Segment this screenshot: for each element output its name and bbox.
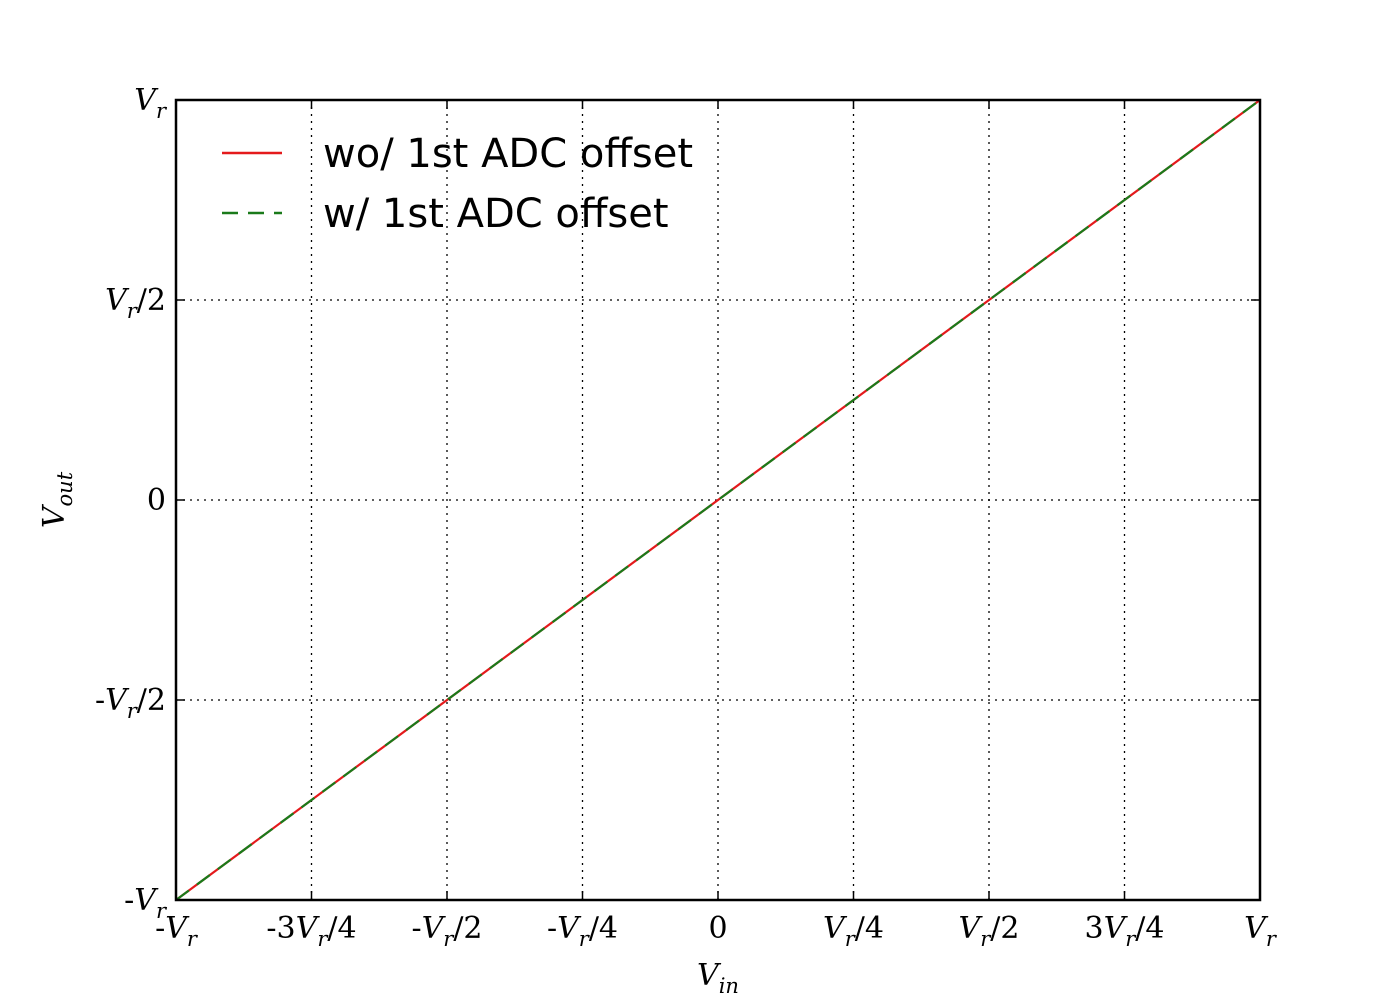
y-tick-label-base: V bbox=[105, 283, 130, 318]
x-tick-label: -Vr/4 bbox=[547, 911, 618, 951]
tick-layer: -Vr -3Vr/4 -Vr/2 -Vr/4 0 Vr/4 Vr/2 3Vr/4 Vr-Vr-V… bbox=[95, 83, 1278, 951]
x-tick-label-base: V bbox=[959, 911, 984, 946]
x-tick-label-sub: r bbox=[1125, 927, 1137, 951]
x-tick-label-post: /4 bbox=[855, 911, 884, 946]
y-tick-label-post: /2 bbox=[137, 683, 166, 718]
x-tick-label: 3Vr/4 bbox=[1084, 911, 1164, 951]
x-tick-label-sub: r bbox=[980, 927, 992, 951]
x-tick-label-base: V bbox=[1244, 911, 1269, 946]
series-layer bbox=[175, 99, 1261, 901]
x-tick-label-base: V bbox=[1104, 911, 1129, 946]
y-tick-label-pre: 0 bbox=[147, 483, 166, 518]
x-tick-label: -3Vr/4 bbox=[266, 911, 356, 951]
x-tick-label-sub: r bbox=[579, 927, 591, 951]
y-tick-label: -Vr bbox=[124, 883, 168, 923]
x-tick-label: Vr/4 bbox=[823, 911, 884, 951]
x-tick-label: -Vr/2 bbox=[411, 911, 482, 951]
x-tick-label-pre: -3 bbox=[266, 911, 295, 946]
y-tick-label: -Vr/2 bbox=[95, 683, 166, 723]
y-tick-label-base: V bbox=[134, 883, 159, 918]
x-tick-label-post: /2 bbox=[453, 911, 482, 946]
x-tick-label-base: V bbox=[296, 911, 321, 946]
x-tick-label-base: V bbox=[557, 911, 582, 946]
x-tick-label-base: V bbox=[422, 911, 447, 946]
x-tick-label: Vr bbox=[1244, 911, 1278, 951]
y-tick-label-sub: r bbox=[156, 99, 168, 123]
y-tick-label-sub: r bbox=[127, 299, 139, 323]
y-tick-label-sub: r bbox=[127, 699, 139, 723]
x-tick-label-pre: 3 bbox=[1084, 911, 1103, 946]
legend-label-1: wo/ 1st ADC offset bbox=[323, 131, 693, 177]
x-tick-label: 0 bbox=[708, 911, 727, 946]
y-tick-label: Vr bbox=[134, 83, 168, 123]
x-axis-label: Vin bbox=[697, 958, 739, 998]
x-tick-label-base: V bbox=[165, 911, 190, 946]
x-tick-label-sub: r bbox=[845, 927, 857, 951]
y-tick-label-base: V bbox=[134, 83, 159, 118]
y-tick-label: 0 bbox=[147, 483, 166, 518]
x-tick-label-post: /4 bbox=[589, 911, 618, 946]
grid-layer bbox=[176, 100, 1260, 900]
x-tick-label-sub: r bbox=[1266, 927, 1278, 951]
x-tick-label: -Vr bbox=[155, 911, 199, 951]
y-tick-label: Vr/2 bbox=[105, 283, 166, 323]
x-tick-label-pre: 0 bbox=[708, 911, 727, 946]
y-tick-label-post: /2 bbox=[137, 283, 166, 318]
x-tick-label: Vr/2 bbox=[959, 911, 1020, 951]
x-tick-label-sub: r bbox=[317, 927, 329, 951]
x-tick-label-base: V bbox=[823, 911, 848, 946]
series-line-2 bbox=[175, 99, 1261, 901]
y-tick-label-pre: - bbox=[124, 883, 134, 918]
y-axis-label-base: V bbox=[37, 503, 72, 528]
x-tick-label-sub: r bbox=[443, 927, 455, 951]
x-tick-label-pre: - bbox=[547, 911, 557, 946]
y-tick-label-pre: - bbox=[95, 683, 105, 718]
y-tick-label-base: V bbox=[105, 683, 130, 718]
legend: wo/ 1st ADC offset w/ 1st ADC offset bbox=[222, 131, 693, 237]
x-tick-label-sub: r bbox=[187, 927, 199, 951]
y-axis-label: Vout bbox=[37, 471, 77, 528]
x-tick-label-post: /4 bbox=[1135, 911, 1164, 946]
x-tick-label-pre: - bbox=[411, 911, 421, 946]
x-tick-label-post: /2 bbox=[990, 911, 1019, 946]
legend-label-2: w/ 1st ADC offset bbox=[323, 191, 669, 237]
x-tick-label-post: /4 bbox=[327, 911, 356, 946]
x-axis-label-sub: in bbox=[719, 974, 739, 998]
x-tick-label-pre: - bbox=[155, 911, 165, 946]
x-axis-label-base: V bbox=[697, 958, 722, 993]
y-tick-label-sub: r bbox=[156, 899, 168, 923]
y-axis-label-sub: out bbox=[53, 471, 77, 506]
